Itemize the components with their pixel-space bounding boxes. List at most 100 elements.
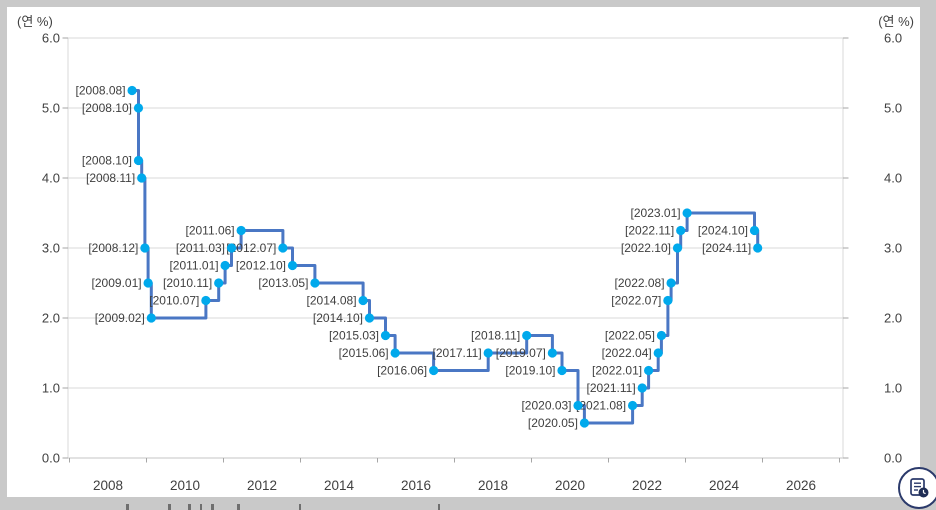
data-label: [2024.10] xyxy=(698,224,748,238)
document-clock-icon xyxy=(910,478,929,498)
data-point-marker xyxy=(143,278,153,288)
data-point-marker xyxy=(226,243,237,253)
data-point-marker xyxy=(146,313,156,323)
data-point-marker xyxy=(133,103,144,113)
x-axis-label: 2012 xyxy=(247,478,277,493)
y-axis-label-right: 1.0 xyxy=(884,381,902,396)
y-axis-unit-right: (연 %) xyxy=(878,14,914,29)
y-axis-label-right: 6.0 xyxy=(884,31,902,46)
x-axis-label: 2026 xyxy=(786,478,816,493)
data-label: [2023.01] xyxy=(631,206,681,220)
data-label: [2011.06] xyxy=(185,224,234,238)
data-label: [2009.01] xyxy=(92,276,142,290)
data-point-marker xyxy=(127,85,137,96)
data-point-marker xyxy=(201,295,211,306)
y-axis-label-left: 4.0 xyxy=(42,171,60,186)
data-point-marker xyxy=(663,295,673,306)
data-label: [2011.01] xyxy=(169,259,218,273)
data-label: [2008.10] xyxy=(82,101,132,115)
data-point-marker xyxy=(310,278,320,288)
data-point-marker xyxy=(429,365,439,376)
data-label: [2022.05] xyxy=(605,329,655,343)
data-point-marker xyxy=(653,348,663,358)
data-point-marker xyxy=(656,330,667,341)
data-point-marker xyxy=(666,278,676,288)
data-point-marker xyxy=(672,243,683,253)
y-axis-label-left: 6.0 xyxy=(42,31,60,46)
y-axis-label-right: 3.0 xyxy=(884,241,902,256)
data-label: [2013.05] xyxy=(258,276,308,290)
x-axis-label: 2020 xyxy=(555,478,585,493)
data-point-marker xyxy=(137,173,147,183)
y-axis-label-left: 2.0 xyxy=(42,311,60,326)
data-label: [2020.03] xyxy=(521,399,571,413)
data-point-marker xyxy=(380,330,391,341)
y-axis-label-right: 2.0 xyxy=(884,311,902,326)
data-point-marker xyxy=(682,208,692,218)
y-axis-label-left: 5.0 xyxy=(42,101,60,116)
data-point-marker xyxy=(644,365,654,376)
data-point-marker xyxy=(753,243,763,253)
y-axis-unit-left: (연 %) xyxy=(17,14,53,29)
y-axis-label-left: 3.0 xyxy=(42,241,60,256)
x-axis-label: 2018 xyxy=(478,478,508,493)
data-point-marker xyxy=(287,260,298,271)
x-axis-label: 2016 xyxy=(401,478,431,493)
data-label: [2014.08] xyxy=(307,294,357,308)
data-label: [2021.11] xyxy=(587,381,636,395)
y-axis-label-left: 1.0 xyxy=(42,381,60,396)
data-label: [2022.11] xyxy=(625,224,674,238)
data-point-marker xyxy=(214,278,224,288)
data-label: [2021.08] xyxy=(576,399,626,413)
data-point-marker xyxy=(390,348,400,358)
y-axis-label-right: 0.0 xyxy=(884,451,902,466)
data-label: [2022.07] xyxy=(611,294,661,308)
data-point-marker xyxy=(579,418,590,428)
data-label: [2022.08] xyxy=(615,276,665,290)
data-label: [2022.01] xyxy=(592,364,642,378)
rate-step-line xyxy=(130,89,760,425)
data-point-marker xyxy=(573,400,583,411)
data-label: [2022.10] xyxy=(621,241,671,255)
data-label: [2010.07] xyxy=(149,294,199,308)
y-axis-label-left: 0.0 xyxy=(42,451,60,466)
data-point-marker xyxy=(236,225,246,236)
data-label: [2012.07] xyxy=(226,241,276,255)
x-axis-label: 2022 xyxy=(632,478,662,493)
data-label: [2019.10] xyxy=(505,364,555,378)
data-point-marker xyxy=(637,383,647,393)
y-axis-label-right: 4.0 xyxy=(884,171,902,186)
data-point-marker xyxy=(364,313,375,323)
data-label: [2018.11] xyxy=(471,329,520,343)
data-label: [2014.10] xyxy=(313,311,363,325)
y-axis-label-right: 5.0 xyxy=(884,101,902,116)
data-label: [2019.07] xyxy=(496,346,546,360)
data-point-marker xyxy=(547,348,557,358)
data-label: [2020.05] xyxy=(528,416,578,430)
data-label: [2012.10] xyxy=(236,259,286,273)
data-point-marker xyxy=(358,295,368,306)
data-point-marker xyxy=(140,243,150,253)
data-point-marker xyxy=(522,330,532,341)
data-point-marker xyxy=(220,260,230,271)
data-point-marker xyxy=(676,225,686,236)
data-label: [2009.02] xyxy=(95,311,145,325)
x-axis-label: 2010 xyxy=(170,478,200,493)
data-label: [2008.10] xyxy=(82,154,132,168)
data-point-marker xyxy=(278,243,288,253)
cropped-caption-remnant xyxy=(0,503,936,510)
data-point-marker xyxy=(557,365,567,376)
report-button[interactable] xyxy=(898,467,936,509)
data-label: [2015.06] xyxy=(339,346,389,360)
data-point-marker xyxy=(627,400,638,411)
data-label: [2016.06] xyxy=(377,364,427,378)
data-label: [2008.12] xyxy=(88,241,138,255)
chart-card xyxy=(7,7,920,497)
data-label: [2022.04] xyxy=(602,346,652,360)
data-point-marker xyxy=(133,155,144,166)
data-label: [2010.11] xyxy=(163,276,212,290)
data-point-marker xyxy=(483,348,493,358)
data-point-marker xyxy=(749,225,760,236)
